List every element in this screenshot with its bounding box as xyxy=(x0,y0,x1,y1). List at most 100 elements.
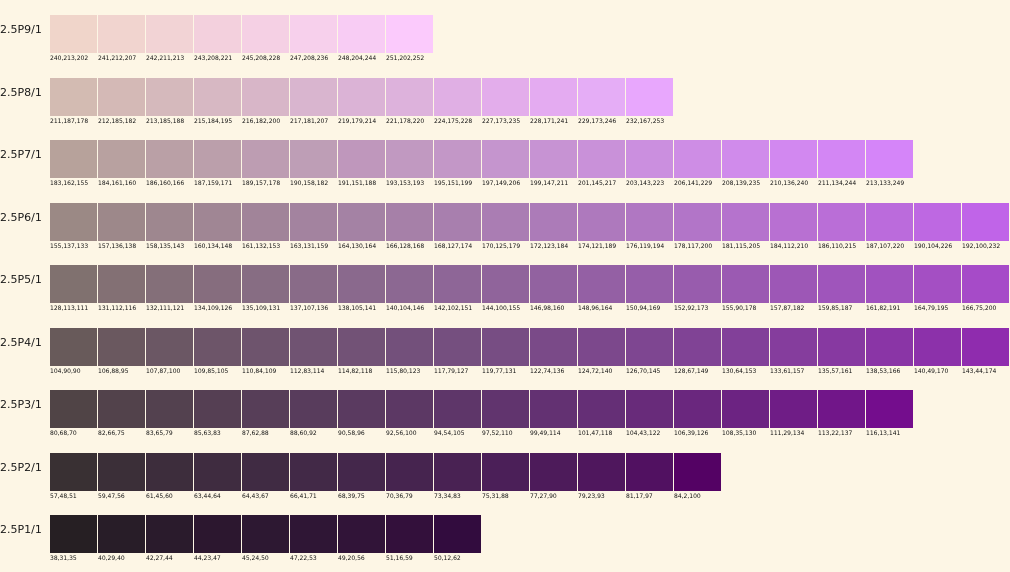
color-swatch: 42,27,44 xyxy=(146,515,193,567)
color-swatch: 134,109,126 xyxy=(194,265,241,317)
rgb-code: 108,35,130 xyxy=(722,430,757,437)
rgb-code: 206,141,229 xyxy=(674,180,713,187)
color-chip xyxy=(626,390,673,428)
color-chip xyxy=(530,390,577,428)
color-swatch: 243,208,221 xyxy=(194,15,241,67)
color-swatch: 133,61,157 xyxy=(770,328,817,380)
color-chip xyxy=(338,328,385,366)
color-swatch: 40,29,40 xyxy=(98,515,145,567)
rgb-code: 80,68,70 xyxy=(50,430,77,437)
color-chip xyxy=(818,390,865,428)
color-swatch: 45,24,50 xyxy=(242,515,289,567)
rgb-code: 133,61,157 xyxy=(770,368,805,375)
color-chip xyxy=(50,203,97,241)
color-swatch: 229,173,246 xyxy=(578,78,625,130)
color-swatch: 164,130,164 xyxy=(338,203,385,255)
color-swatch: 112,83,114 xyxy=(290,328,337,380)
color-swatch: 104,90,90 xyxy=(50,328,97,380)
color-swatch: 77,27,90 xyxy=(530,453,577,505)
swatch-row: 2.5P4/1 104,90,90 106,88,95 107,87,100 109,8… xyxy=(0,328,1010,380)
color-chip xyxy=(770,328,817,366)
rgb-code: 176,119,194 xyxy=(626,243,665,250)
color-chip xyxy=(50,515,97,553)
color-swatch: 80,68,70 xyxy=(50,390,97,442)
color-swatch: 184,112,210 xyxy=(770,203,817,255)
color-swatch: 107,87,100 xyxy=(146,328,193,380)
rgb-code: 183,162,155 xyxy=(50,180,89,187)
rgb-code: 119,77,131 xyxy=(482,368,517,375)
rgb-code: 90,58,96 xyxy=(338,430,365,437)
rgb-code: 131,112,116 xyxy=(98,305,137,312)
rgb-code: 66,41,71 xyxy=(290,493,317,500)
color-chip xyxy=(290,140,337,178)
rgb-code: 81,17,97 xyxy=(626,493,653,500)
color-swatch: 49,20,56 xyxy=(338,515,385,567)
color-chip xyxy=(98,140,145,178)
rgb-code: 51,16,59 xyxy=(386,555,413,562)
color-swatch: 157,87,182 xyxy=(770,265,817,317)
color-swatch: 155,90,178 xyxy=(722,265,769,317)
color-swatch: 199,147,211 xyxy=(530,140,577,192)
rgb-code: 132,111,121 xyxy=(146,305,185,312)
color-swatch: 38,31,35 xyxy=(50,515,97,567)
color-chip xyxy=(50,140,97,178)
color-chip xyxy=(194,140,241,178)
rgb-code: 213,185,188 xyxy=(146,118,185,125)
color-swatch: 68,39,75 xyxy=(338,453,385,505)
rgb-code: 241,212,207 xyxy=(98,55,137,62)
color-chip xyxy=(290,328,337,366)
color-swatch: 128,67,149 xyxy=(674,328,721,380)
rgb-code: 166,128,168 xyxy=(386,243,425,250)
color-swatch: 161,132,153 xyxy=(242,203,289,255)
color-chip xyxy=(578,453,625,491)
color-swatch: 70,36,79 xyxy=(386,453,433,505)
color-chip xyxy=(194,328,241,366)
color-swatch: 130,64,153 xyxy=(722,328,769,380)
rgb-code: 117,79,127 xyxy=(434,368,469,375)
color-swatch: 152,92,173 xyxy=(674,265,721,317)
color-swatch: 174,121,189 xyxy=(578,203,625,255)
rgb-code: 83,65,79 xyxy=(146,430,173,437)
color-chip xyxy=(914,265,961,303)
rgb-code: 64,43,67 xyxy=(242,493,269,500)
rgb-code: 192,100,232 xyxy=(962,243,1001,250)
color-swatch: 189,157,178 xyxy=(242,140,289,192)
rgb-code: 140,49,170 xyxy=(914,368,949,375)
rgb-code: 240,213,202 xyxy=(50,55,89,62)
color-swatch: 115,80,123 xyxy=(386,328,433,380)
rgb-code: 248,204,244 xyxy=(338,55,377,62)
color-chip xyxy=(146,203,193,241)
color-chip xyxy=(290,515,337,553)
rgb-code: 137,107,136 xyxy=(290,305,329,312)
swatch-row: 2.5P3/1 80,68,70 82,66,75 83,65,79 85,63,83 8… xyxy=(0,390,1010,442)
rgb-code: 138,105,141 xyxy=(338,305,377,312)
rgb-code: 124,72,140 xyxy=(578,368,613,375)
color-chip xyxy=(530,203,577,241)
color-chip xyxy=(674,140,721,178)
color-chip xyxy=(386,203,433,241)
color-swatch: 113,22,137 xyxy=(818,390,865,442)
color-chip xyxy=(338,78,385,116)
rgb-code: 134,109,126 xyxy=(194,305,233,312)
color-swatch: 137,107,136 xyxy=(290,265,337,317)
color-chip xyxy=(50,453,97,491)
color-chip xyxy=(434,515,481,553)
color-swatch: 219,179,214 xyxy=(338,78,385,130)
color-swatch: 211,187,178 xyxy=(50,78,97,130)
rgb-code: 115,80,123 xyxy=(386,368,421,375)
color-swatch: 157,136,138 xyxy=(98,203,145,255)
rgb-code: 110,84,109 xyxy=(242,368,277,375)
rgb-code: 68,39,75 xyxy=(338,493,365,500)
color-chip xyxy=(482,390,529,428)
color-chip xyxy=(482,140,529,178)
color-chip xyxy=(194,265,241,303)
color-chip xyxy=(578,203,625,241)
color-swatch: 106,39,126 xyxy=(674,390,721,442)
color-chip xyxy=(146,390,193,428)
color-swatch: 90,58,96 xyxy=(338,390,385,442)
rgb-code: 77,27,90 xyxy=(530,493,557,500)
rgb-code: 164,130,164 xyxy=(338,243,377,250)
color-swatch: 50,12,62 xyxy=(434,515,481,567)
row-label: 2.5P5/1 xyxy=(0,273,42,286)
color-chip xyxy=(578,265,625,303)
